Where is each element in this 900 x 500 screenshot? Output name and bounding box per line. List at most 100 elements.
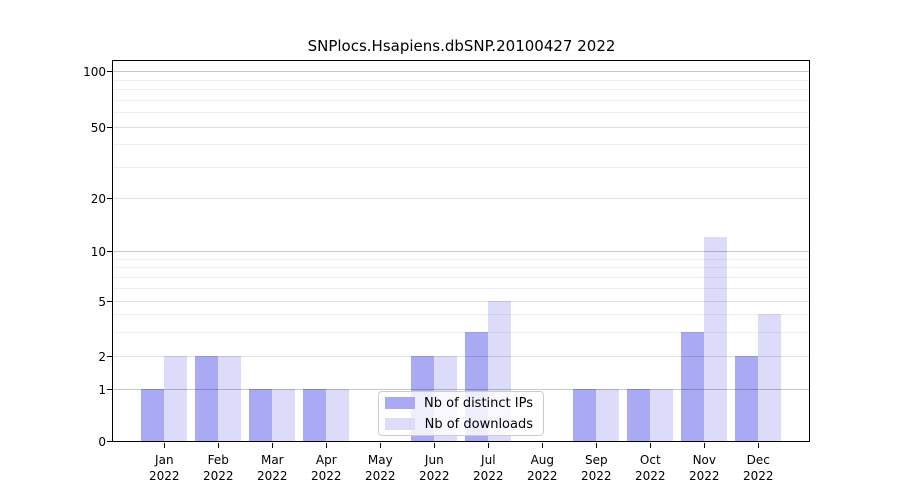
x-tick-mark — [325, 443, 328, 448]
x-tick-mark — [487, 443, 490, 448]
year-label: 2022 — [311, 469, 342, 483]
bar-downloads-feb — [217, 356, 241, 441]
x-tick-label-may: May 2022 — [350, 452, 410, 484]
gridline-60 — [113, 112, 809, 114]
bar-downloads-dec — [757, 314, 781, 441]
gridline-8 — [113, 267, 809, 269]
year-label: 2022 — [203, 469, 234, 483]
x-tick-label-nov: Nov 2022 — [674, 452, 734, 484]
x-tick-label-mar: Mar 2022 — [242, 452, 302, 484]
y-tick-label-100: 100 — [83, 64, 106, 79]
bar-downloads-mar — [271, 389, 295, 441]
month-label: Nov — [692, 453, 716, 467]
bar-ips-apr — [302, 389, 326, 441]
x-tick-label-oct: Oct 2022 — [620, 452, 680, 484]
x-tick-mark — [595, 443, 598, 448]
y-tick-label-10: 10 — [90, 244, 106, 259]
legend-entry-downloads: Nb of downloads — [379, 415, 543, 433]
month-label: Jul — [481, 453, 496, 467]
chart-title: SNPlocs.Hsapiens.dbSNP.20100427 2022 — [307, 37, 616, 55]
month-label: Jan — [155, 453, 174, 467]
gridline-9 — [113, 258, 809, 260]
x-tick-label-jul: Jul 2022 — [458, 452, 518, 484]
bar-ips-mar — [248, 389, 272, 441]
legend: Nb of distinct IPs Nb of downloads — [378, 391, 544, 436]
bar-ips-jan — [140, 389, 164, 441]
y-tick-mark — [107, 355, 112, 358]
year-label: 2022 — [473, 469, 504, 483]
year-label: 2022 — [257, 469, 288, 483]
x-tick-mark — [649, 443, 652, 448]
x-tick-mark — [163, 443, 166, 448]
y-tick-mark — [107, 440, 112, 443]
gridline-70 — [113, 99, 809, 101]
month-label: Oct — [639, 453, 661, 467]
month-label: Mar — [260, 453, 284, 467]
month-label: Dec — [746, 453, 770, 467]
legend-label-downloads: Nb of downloads — [424, 416, 533, 432]
gridline-80 — [113, 89, 809, 91]
x-tick-label-dec: Dec 2022 — [728, 452, 788, 484]
gridline-5 — [113, 301, 809, 302]
legend-swatch-ips — [385, 397, 415, 409]
x-tick-mark — [433, 443, 436, 448]
gridline-90 — [113, 79, 809, 81]
y-tick-label-20: 20 — [90, 191, 106, 206]
gridline-7 — [113, 276, 809, 278]
legend-swatch-downloads — [385, 418, 415, 430]
x-tick-label-sep: Sep 2022 — [566, 452, 626, 484]
y-tick-label-2: 2 — [98, 349, 106, 364]
bar-ips-feb — [194, 356, 218, 441]
month-label: Jun — [424, 453, 444, 467]
bar-ips-sep — [572, 389, 596, 441]
year-label: 2022 — [743, 469, 774, 483]
bar-downloads-apr — [325, 389, 349, 441]
year-label: 2022 — [527, 469, 558, 483]
year-label: 2022 — [689, 469, 720, 483]
bar-downloads-nov — [703, 237, 727, 441]
gridline-3 — [113, 331, 809, 333]
year-label: 2022 — [419, 469, 450, 483]
gridline-6 — [113, 287, 809, 289]
y-tick-mark — [107, 197, 112, 200]
gridline-100 — [113, 71, 809, 72]
month-label: Sep — [584, 453, 608, 467]
gridline-4 — [113, 314, 809, 316]
legend-label-ips: Nb of distinct IPs — [424, 395, 533, 411]
legend-entry-distinct-ips: Nb of distinct IPs — [379, 394, 543, 412]
y-tick-mark — [107, 126, 112, 129]
x-tick-mark — [703, 443, 706, 448]
month-label: Feb — [207, 453, 229, 467]
y-tick-mark — [107, 70, 112, 73]
x-tick-mark — [757, 443, 760, 448]
y-tick-mark — [107, 388, 112, 391]
x-tick-label-jun: Jun 2022 — [404, 452, 464, 484]
year-label: 2022 — [365, 469, 396, 483]
gridline-1 — [113, 389, 809, 390]
gridline-20 — [113, 198, 809, 199]
x-tick-label-apr: Apr 2022 — [296, 452, 356, 484]
x-tick-mark — [541, 443, 544, 448]
x-tick-label-jan: Jan 2022 — [134, 452, 194, 484]
bar-ips-oct — [626, 389, 650, 441]
gridline-50 — [113, 127, 809, 128]
month-label: Apr — [315, 453, 337, 467]
plot-area: Nb of distinct IPs Nb of downloads — [112, 60, 810, 442]
x-tick-mark — [217, 443, 220, 448]
bar-downloads-jan — [163, 356, 187, 441]
y-tick-mark — [107, 250, 112, 253]
bar-downloads-oct — [649, 389, 673, 441]
year-label: 2022 — [149, 469, 180, 483]
y-tick-label-0: 0 — [98, 434, 106, 449]
gridline-10 — [113, 251, 809, 252]
y-tick-mark — [107, 300, 112, 303]
y-tick-label-50: 50 — [90, 120, 106, 135]
bar-downloads-sep — [595, 389, 619, 441]
month-label: Aug — [530, 453, 555, 467]
x-tick-mark — [379, 443, 382, 448]
y-tick-label-5: 5 — [98, 294, 106, 309]
month-label: May — [367, 453, 393, 467]
gridline-30 — [113, 166, 809, 168]
year-label: 2022 — [581, 469, 612, 483]
